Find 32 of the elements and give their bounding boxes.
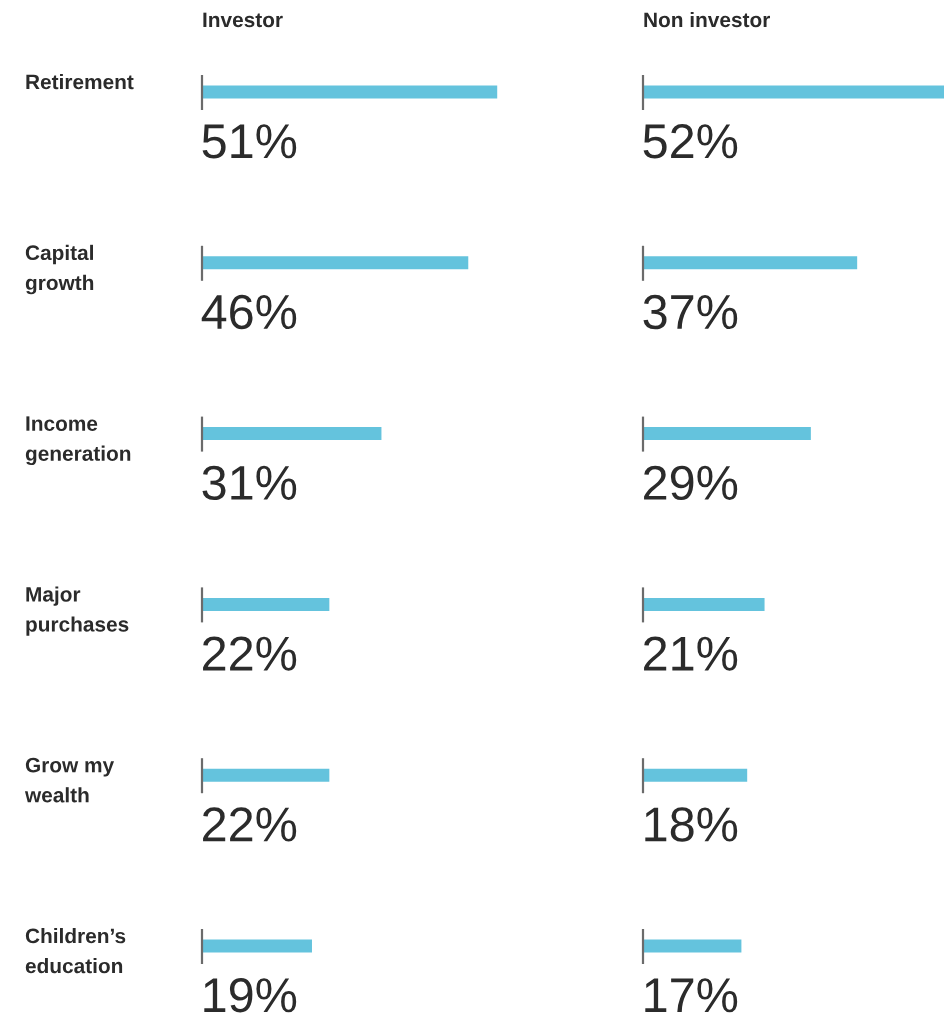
bar — [643, 939, 742, 953]
bar — [202, 939, 312, 953]
y-tick-label: Major purchases — [26, 586, 129, 636]
data-label: 52% — [643, 124, 738, 159]
chart-title: Investor — [203, 12, 283, 28]
data-label: 31% — [202, 465, 297, 501]
y-tick-label: Children’s education — [25, 928, 126, 974]
data-label: 21% — [644, 636, 738, 671]
data-label: 22% — [203, 636, 297, 671]
bar — [643, 597, 765, 611]
bar — [643, 256, 858, 270]
data-label: 29% — [644, 465, 738, 501]
bar — [643, 427, 811, 441]
data-label: 37% — [643, 294, 738, 330]
bar — [202, 597, 330, 611]
bar — [202, 768, 330, 782]
data-label: 17% — [645, 978, 738, 1013]
bar — [202, 85, 498, 99]
data-label: 51% — [202, 124, 297, 159]
y-tick-label: Retirement — [26, 74, 134, 90]
bar — [202, 427, 382, 441]
chart-title: Non investor — [644, 11, 771, 28]
data-label: 19% — [204, 978, 297, 1013]
data-label: 18% — [645, 807, 738, 842]
bar — [202, 256, 469, 270]
data-label: 22% — [203, 807, 297, 842]
y-tick-label: Grow my wealth — [24, 757, 115, 803]
data-label: 46% — [201, 294, 297, 330]
y-tick-label: Income generation — [25, 416, 131, 466]
y-tick-label: Capital growth — [25, 244, 94, 295]
bar — [643, 768, 748, 782]
bar — [643, 85, 944, 99]
